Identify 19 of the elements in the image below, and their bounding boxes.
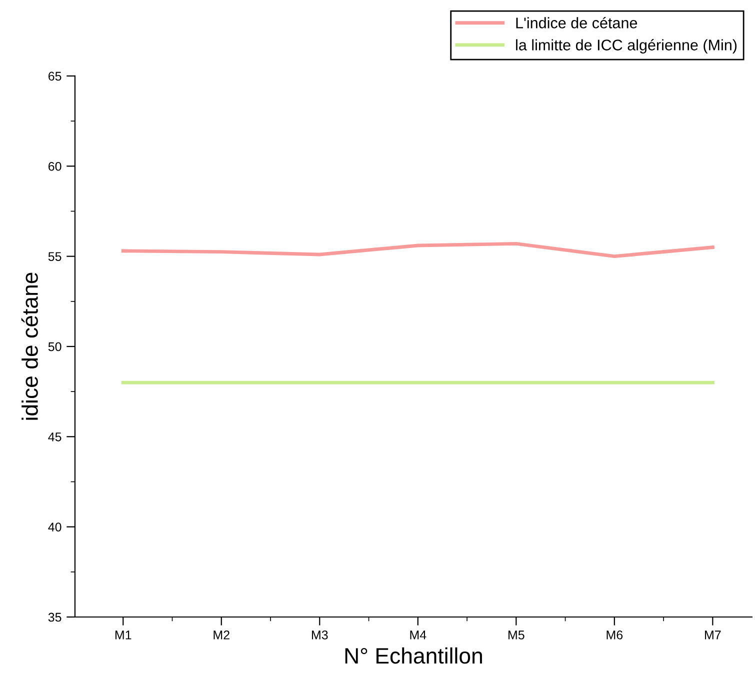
line-series [121, 242, 714, 258]
y-tick-label: 55 [48, 252, 62, 261]
legend-label: la limitte de ICC algérienne (Min) [516, 39, 737, 54]
x-axis-title: N° Echantillon [345, 647, 482, 664]
x-tick-label: M2 [214, 630, 230, 640]
x-tick-label: M6 [606, 630, 623, 640]
x-tick-label: M7 [705, 630, 721, 640]
y-axis-title: idice de cétane [21, 272, 38, 420]
y-tick-label: 40 [48, 522, 62, 532]
legend-label: L'indice de cétane [516, 16, 638, 28]
x-tick-label: M1 [115, 630, 132, 640]
y-tick-label: 60 [48, 162, 62, 171]
y-tick-label: 35 [48, 612, 62, 622]
x-tick-label: M5 [508, 630, 524, 640]
y-tick-label: 50 [48, 342, 62, 352]
y-tick-label: 65 [48, 72, 62, 81]
x-tick-label: M3 [312, 630, 328, 640]
x-tick-label: M4 [410, 630, 426, 640]
y-tick-label: 45 [48, 432, 62, 442]
